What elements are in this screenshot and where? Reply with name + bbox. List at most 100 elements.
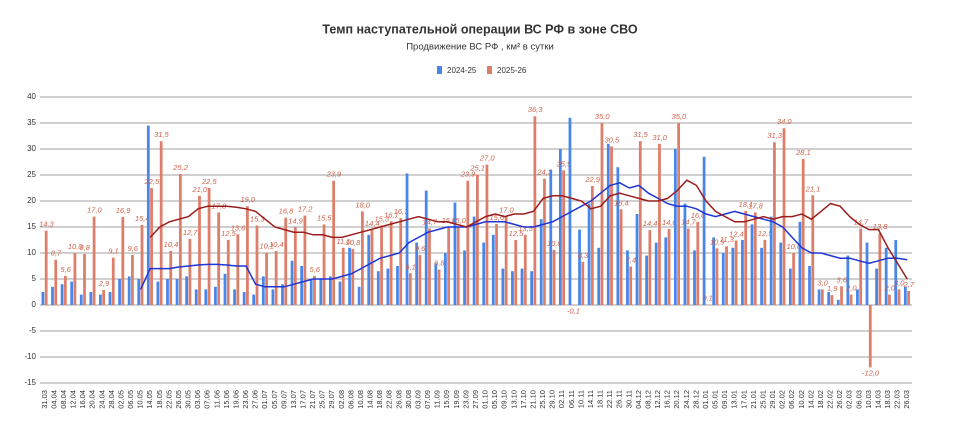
bar: [348, 247, 351, 305]
bar: [309, 279, 313, 305]
y-tick-label: 35: [27, 118, 36, 127]
value-label: 15,3: [250, 214, 265, 223]
bar: [645, 255, 648, 305]
bar: [204, 289, 208, 305]
bar: [322, 224, 326, 305]
value-label: 9,6: [127, 244, 138, 253]
bar: [562, 170, 566, 305]
value-label: 1,9: [827, 284, 838, 293]
bar: [443, 253, 447, 305]
x-tick-label: 22.02: [826, 390, 835, 409]
bar: [178, 173, 182, 305]
bar: [370, 230, 374, 305]
bar: [581, 261, 585, 305]
value-label: 34,0: [777, 117, 792, 126]
bar: [242, 292, 246, 305]
value-label: 13,8: [873, 222, 888, 231]
bar: [271, 289, 275, 305]
x-tick-label: 06.11: [567, 390, 576, 408]
x-tick-label: 02.03: [845, 390, 854, 409]
bar: [884, 247, 888, 305]
x-tick-label: 14.05: [145, 390, 154, 409]
value-label: 8,7: [51, 249, 62, 258]
bar: [907, 290, 910, 305]
bar: [888, 294, 891, 305]
y-tick-label: 30: [27, 144, 36, 153]
value-label: 16,0: [691, 211, 706, 220]
bar: [658, 143, 661, 305]
bar: [169, 250, 173, 305]
bar: [741, 240, 744, 305]
bar: [399, 218, 403, 305]
x-tick-label: 01.01: [701, 390, 710, 409]
x-tick-label: 04.12: [634, 390, 643, 409]
x-tick-label: 02.02: [778, 390, 787, 409]
x-tick-label: 06.02: [787, 390, 796, 409]
x-tick-label: 26.11: [615, 390, 624, 408]
x-tick-label: 30.08: [404, 390, 413, 409]
x-tick-label: 23.06: [241, 390, 250, 409]
bar: [504, 216, 508, 305]
bar: [578, 229, 581, 305]
x-tick-label: 18.11: [596, 390, 605, 408]
legend-label: 2025-26: [497, 66, 527, 75]
bar: [753, 212, 757, 305]
value-label: 15,3: [375, 214, 390, 223]
x-tick-label: 19.09: [452, 390, 461, 409]
value-label: 12,4: [729, 230, 744, 239]
value-label: 15,4: [135, 214, 150, 223]
x-tick-label: 01.07: [260, 390, 269, 409]
bar: [792, 253, 795, 305]
value-label: 5,6: [310, 265, 321, 274]
x-tick-label: 20.12: [672, 390, 681, 409]
value-label: 18,1: [739, 200, 754, 209]
bar: [600, 123, 604, 305]
x-tick-label: 25.10: [538, 390, 547, 409]
bar: [405, 173, 409, 305]
bar: [846, 255, 850, 305]
bar: [731, 247, 735, 305]
bar: [606, 143, 610, 305]
bar: [223, 273, 227, 305]
bar: [830, 295, 834, 305]
value-label: 30,5: [604, 135, 619, 144]
bar: [702, 156, 706, 305]
bar: [159, 141, 163, 305]
bar: [648, 230, 652, 305]
value-label: 28,1: [795, 148, 811, 157]
x-tick-label: 01.10: [481, 390, 490, 409]
bar: [313, 275, 316, 305]
value-label: 14,4: [643, 219, 658, 228]
bar: [118, 279, 121, 305]
bar: [175, 279, 179, 305]
bar: [485, 164, 489, 305]
x-tick-label: 14.02: [806, 390, 815, 409]
value-label: 8,3: [578, 251, 589, 260]
bar: [127, 276, 131, 305]
bar: [779, 242, 783, 305]
bar: [236, 234, 240, 305]
value-label: -12,0: [862, 368, 880, 377]
value-label: 16,1: [384, 210, 399, 219]
x-tick-label: 25.07: [318, 390, 327, 409]
bar: [198, 195, 201, 305]
x-tick-label: 11.09: [433, 390, 442, 408]
bar: [610, 146, 613, 305]
bar: [265, 252, 268, 305]
x-tick-label: 26.08: [394, 390, 403, 409]
x-tick-label: 28.12: [691, 390, 700, 409]
value-label: 14,7: [681, 218, 696, 227]
bar: [859, 228, 863, 305]
value-label: 23,9: [460, 170, 476, 179]
bar: [54, 259, 58, 305]
value-label: 12,7: [183, 228, 198, 237]
bar: [214, 286, 217, 305]
bar: [140, 224, 144, 305]
x-tick-label: 04.04: [49, 390, 58, 409]
value-label: 35,0: [672, 112, 687, 121]
bar: [590, 185, 594, 305]
y-tick-label: 0: [32, 300, 37, 309]
value-label: 12,5: [509, 229, 524, 238]
value-label: 7,4: [626, 256, 636, 265]
x-tick-label: 07.06: [203, 390, 212, 409]
